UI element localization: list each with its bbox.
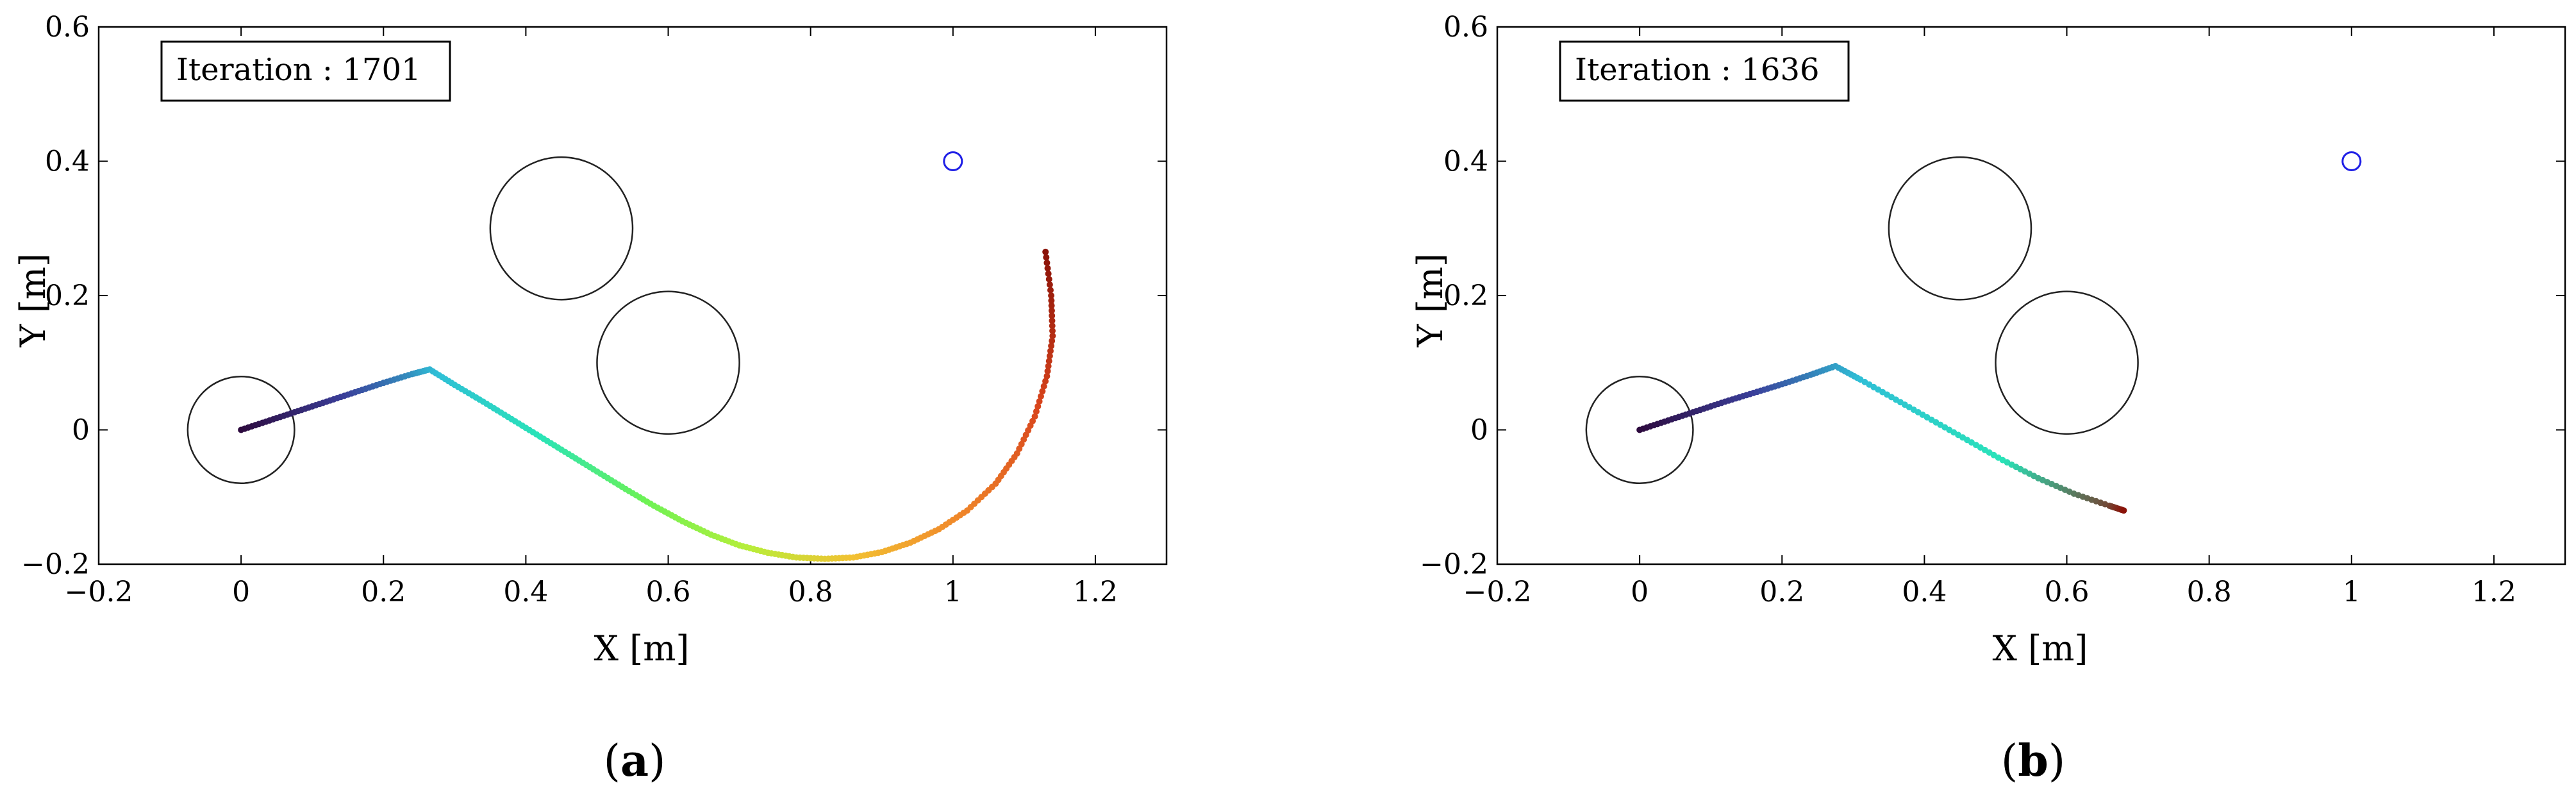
panel-label-b: (b) [2001,735,2066,787]
path-point [1048,302,1055,309]
y-tick-label: 0.6 [1443,11,1488,44]
x-tick-label: −0.2 [65,576,133,608]
plot-frame [97,26,1168,565]
panel-label-a: (a) [603,735,665,787]
iteration-label: Iteration : 1636 [1575,52,1820,88]
obstacle-circle [1995,290,2139,435]
path-point [1035,403,1042,410]
path-point [1042,378,1049,385]
y-tick-label: 0 [72,414,90,447]
x-tick-label: 0.6 [2045,576,2090,608]
plot-area-b: −0.2 0 0.2 0.4 0.6 0.8 1 1.2 −0.2 0 0.2 0.4 0.6 [1420,11,2566,608]
x-tick-label: 0 [1631,576,1649,608]
path-point [1047,287,1054,294]
path-point [1049,332,1056,339]
path-point [1049,312,1056,319]
path-point [1044,265,1051,272]
path-point [1048,297,1055,304]
iteration-box-frame [1559,40,1850,102]
x-axis-label: X [m] [1993,628,2088,669]
path-point [1042,248,1049,255]
path-point [1043,254,1050,261]
x-tick-label: 0.4 [1902,576,1947,608]
goal-marker [943,151,963,171]
goal-marker [2341,151,2362,171]
path-point [1036,398,1043,405]
x-tick-label: 1 [2343,576,2361,608]
plot-area-a: −0.2 0 0.2 0.4 0.6 0.8 1 1.2 −0.2 0 0.2 0.4 0.6 [21,11,1168,608]
path-point [1048,307,1055,314]
y-axis-label: Y [m] [1410,253,1450,347]
y-axis-label: Y [m] [13,253,53,347]
path-point [1044,367,1051,374]
y-tick-label: −0.2 [1420,548,1488,581]
path-point [1039,388,1046,395]
path-point [1037,393,1044,400]
iteration-box-frame [160,40,451,102]
iteration-box-b: Iteration : 1636 [1559,40,1850,102]
y-tick-label: 0.4 [1443,146,1488,178]
path-point [1046,281,1053,288]
path-point [1043,372,1051,380]
y-tick-label: 0.2 [1443,280,1488,312]
x-tick-label: 0 [232,576,250,608]
obstacle-circle [1888,156,2032,301]
path-point [1048,342,1055,349]
iteration-box-a: Iteration : 1701 [160,40,451,102]
path-point [1045,276,1052,283]
plot-frame [1496,26,2566,565]
path-point [1043,259,1051,266]
x-tick-label: 0.8 [2187,576,2232,608]
path-point [1049,337,1056,344]
x-tick-label: 1 [944,576,962,608]
x-tick-label: 1.2 [2472,576,2516,608]
path-point [1045,362,1052,369]
x-tick-label: −0.2 [1463,576,1532,608]
obstacle-circle [489,156,634,301]
y-tick-label: 0 [1470,414,1488,447]
panel-b: −0.2 0 0.2 0.4 0.6 0.8 1 1.2 −0.2 0 0.2 0.4 0.6 Iter… [1410,11,2566,787]
y-tick-label: 0.2 [45,280,90,312]
path-point [1033,408,1040,415]
y-tick-label: 0.4 [45,146,90,178]
x-tick-label: 0.2 [1759,576,1804,608]
obstacle-circle [187,375,295,485]
y-tick-label: 0.6 [45,11,90,44]
path-point [1045,270,1052,277]
path-point [1040,383,1047,390]
path-point [1045,358,1052,365]
panel-a: −0.2 0 0.2 0.4 0.6 0.8 1 1.2 −0.2 0 0.2 0.4 0.6 Iter… [13,11,1168,787]
x-tick-label: 0.6 [646,576,691,608]
path-point [1047,347,1054,355]
obstacle-circle [1585,375,1694,485]
x-tick-label: 0.4 [503,576,548,608]
x-tick-label: 0.2 [361,576,406,608]
path-point [1031,413,1038,420]
obstacle-circle [596,290,740,435]
x-axis-label: X [m] [594,628,690,669]
path-point [1049,327,1056,334]
x-tick-label: 1.2 [1073,576,1118,608]
path-point [1046,353,1053,360]
path-point [1049,317,1056,324]
x-tick-label: 0.8 [788,576,833,608]
y-tick-label: −0.2 [21,548,90,581]
path-point [2120,507,2127,514]
iteration-label: Iteration : 1701 [176,52,421,88]
path-point [1049,322,1056,330]
path-point [1048,292,1055,299]
